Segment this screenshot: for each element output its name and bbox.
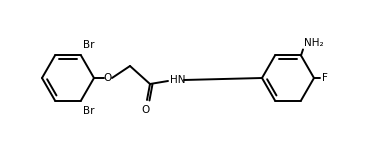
Text: O: O bbox=[104, 73, 112, 83]
Text: Br: Br bbox=[83, 106, 94, 115]
Text: O: O bbox=[141, 105, 149, 115]
Text: NH₂: NH₂ bbox=[304, 38, 324, 49]
Text: HN: HN bbox=[170, 75, 185, 85]
Text: Br: Br bbox=[83, 40, 94, 51]
Text: F: F bbox=[322, 73, 328, 83]
